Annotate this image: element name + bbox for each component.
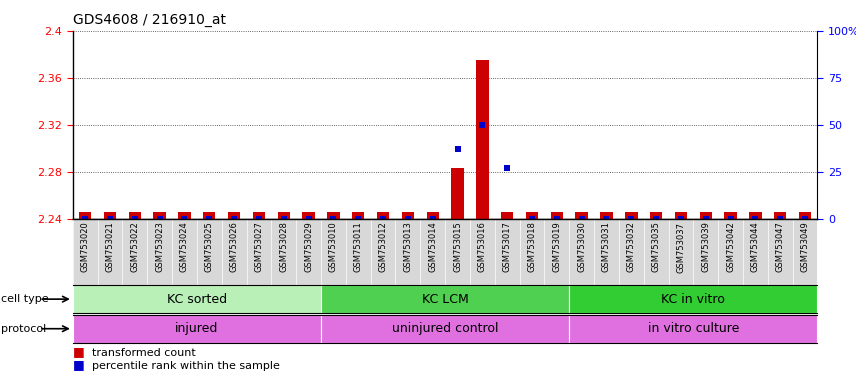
Text: uninjured control: uninjured control [392,322,498,335]
Bar [650,212,663,219]
Bar [79,212,92,219]
Text: GSM753032: GSM753032 [627,222,636,273]
Text: transformed count: transformed count [92,348,195,358]
Text: GSM753028: GSM753028 [279,222,288,273]
Bar [377,212,389,219]
Bar [774,212,787,219]
Bar [451,168,464,219]
Bar [153,212,166,219]
Text: GSM753020: GSM753020 [80,222,90,272]
Text: GDS4608 / 216910_at: GDS4608 / 216910_at [73,13,226,27]
Text: in vitro culture: in vitro culture [648,322,739,335]
Bar [321,315,569,343]
Text: GSM753015: GSM753015 [453,222,462,272]
Text: GSM753010: GSM753010 [329,222,338,272]
Text: GSM753042: GSM753042 [726,222,735,272]
Text: injured: injured [175,322,218,335]
Text: GSM753022: GSM753022 [130,222,140,272]
Text: GSM753026: GSM753026 [229,222,239,273]
Bar [401,212,414,219]
Bar [600,212,613,219]
Text: GSM753030: GSM753030 [577,222,586,273]
Text: percentile rank within the sample: percentile rank within the sample [92,361,279,371]
Text: GSM753018: GSM753018 [527,222,537,273]
Text: GSM753017: GSM753017 [502,222,512,273]
Text: GSM753013: GSM753013 [403,222,413,273]
Text: ■: ■ [73,345,88,358]
Text: GSM753025: GSM753025 [205,222,214,272]
Bar [104,212,116,219]
Text: cell type: cell type [1,294,49,304]
Bar [178,212,191,219]
Text: KC in vitro: KC in vitro [662,293,725,306]
Bar [575,212,588,219]
Text: ■: ■ [73,358,88,371]
Bar [426,212,439,219]
Bar [321,285,569,313]
Text: KC sorted: KC sorted [167,293,227,306]
Bar [569,315,817,343]
Bar [699,212,712,219]
Text: GSM753029: GSM753029 [304,222,313,272]
Bar [476,60,489,219]
Bar [73,315,321,343]
Text: GSM753011: GSM753011 [354,222,363,272]
Text: GSM753044: GSM753044 [751,222,760,272]
Bar [302,212,315,219]
Text: GSM753039: GSM753039 [701,222,710,273]
Bar [203,212,216,219]
Bar [352,212,365,219]
Bar [675,212,687,219]
Bar [253,212,265,219]
Text: GSM753019: GSM753019 [552,222,562,272]
Text: GSM753016: GSM753016 [478,222,487,273]
Bar [501,212,514,219]
Text: GSM753024: GSM753024 [180,222,189,272]
Bar [327,212,340,219]
Text: protocol: protocol [1,324,46,334]
Text: GSM753023: GSM753023 [155,222,164,273]
Bar [228,212,241,219]
Text: GSM753031: GSM753031 [602,222,611,273]
Text: GSM753035: GSM753035 [651,222,661,273]
Bar [550,212,563,219]
Text: GSM753021: GSM753021 [105,222,115,272]
Text: GSM753014: GSM753014 [428,222,437,272]
Bar [73,285,321,313]
Bar [799,212,811,219]
Bar [724,212,737,219]
Text: GSM753037: GSM753037 [676,222,686,273]
Text: GSM753049: GSM753049 [800,222,810,272]
Text: GSM753012: GSM753012 [378,222,388,272]
Text: KC LCM: KC LCM [422,293,468,306]
Bar [569,285,817,313]
Text: GSM753027: GSM753027 [254,222,264,273]
Bar [526,212,538,219]
Bar [749,212,762,219]
Bar [277,212,290,219]
Bar [128,212,141,219]
Text: GSM753047: GSM753047 [776,222,785,273]
Bar [625,212,638,219]
